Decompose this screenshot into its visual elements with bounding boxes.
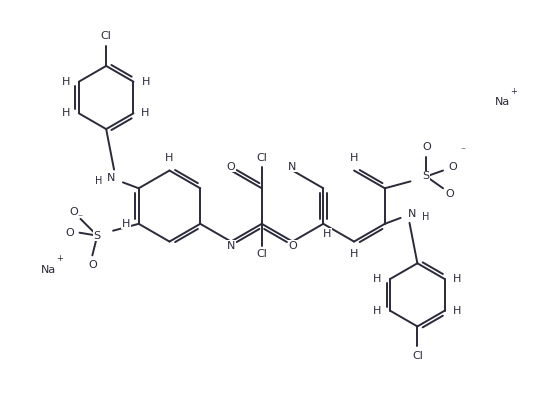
Text: O: O [88,260,97,270]
Text: +: + [510,87,517,96]
Text: H: H [165,153,174,163]
Text: ⁻: ⁻ [77,213,82,223]
Text: Cl: Cl [412,351,423,361]
Text: O: O [288,241,297,251]
Text: H: H [62,108,70,118]
Text: O: O [446,189,454,199]
Text: O: O [226,162,235,171]
Text: H: H [452,305,461,316]
Text: H: H [142,77,150,87]
Text: H: H [373,274,381,284]
Text: H: H [350,249,358,259]
Text: S: S [94,230,101,241]
Text: N: N [107,173,115,184]
Text: O: O [422,142,430,152]
Text: O: O [65,228,74,238]
Text: H: H [453,274,462,284]
Text: Cl: Cl [101,31,112,41]
Text: +: + [56,254,63,263]
Text: O: O [448,162,457,171]
Text: S: S [423,171,430,181]
Text: H: H [122,219,130,229]
Text: H: H [94,176,102,186]
Text: N: N [288,162,297,171]
Text: H: H [141,108,149,118]
Text: Na: Na [495,98,510,107]
Text: Na: Na [41,265,56,275]
Text: H: H [373,305,381,316]
Text: Cl: Cl [257,249,267,259]
Text: O: O [69,207,78,217]
Text: H: H [421,212,429,222]
Text: Cl: Cl [257,153,267,163]
Text: N: N [227,241,235,251]
Text: H: H [62,77,70,87]
Text: H: H [323,229,331,239]
Text: ⁻: ⁻ [460,147,465,157]
Text: N: N [408,209,416,219]
Text: H: H [350,153,358,163]
